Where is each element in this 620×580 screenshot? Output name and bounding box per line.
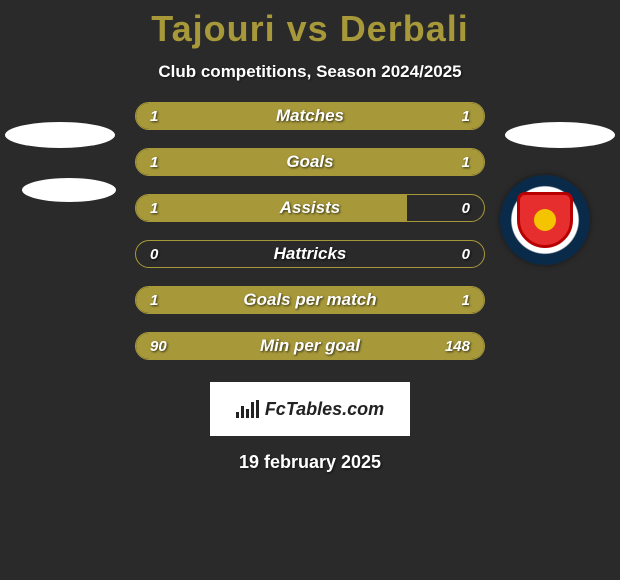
stat-label: Min per goal [136,336,484,356]
stat-label: Assists [136,198,484,218]
stat-label: Goals per match [136,290,484,310]
stat-value-right: 0 [462,246,470,263]
stat-value-right: 1 [462,154,470,171]
stat-label: Matches [136,106,484,126]
bar-chart-icon [236,400,259,418]
stat-row-goals-per-match: 1 Goals per match 1 [135,286,485,314]
stat-value-right: 148 [445,338,470,355]
decor-ellipse-top-left [5,122,115,148]
stat-value-right: 1 [462,292,470,309]
subtitle: Club competitions, Season 2024/2025 [0,62,620,82]
stat-value-right: 0 [462,200,470,217]
branding-text: FcTables.com [265,399,384,420]
date-label: 19 february 2025 [0,452,620,473]
club-badge-shield [517,192,573,248]
stats-container: 1 Matches 1 1 Goals 1 1 Assists 0 0 Hatt… [135,102,485,360]
stat-label: Goals [136,152,484,172]
player1-name: Tajouri [151,8,275,49]
stat-label: Hattricks [136,244,484,264]
decor-ellipse-bottom-left [22,178,116,202]
comparison-title: Tajouri vs Derbali [0,0,620,50]
stat-row-goals: 1 Goals 1 [135,148,485,176]
stat-row-min-per-goal: 90 Min per goal 148 [135,332,485,360]
club-badge [500,175,590,265]
stat-row-matches: 1 Matches 1 [135,102,485,130]
vs-label: vs [287,8,329,49]
stat-row-hattricks: 0 Hattricks 0 [135,240,485,268]
decor-ellipse-top-right [505,122,615,148]
player2-name: Derbali [340,8,469,49]
branding-box: FcTables.com [210,382,410,436]
stat-row-assists: 1 Assists 0 [135,194,485,222]
stat-value-right: 1 [462,108,470,125]
